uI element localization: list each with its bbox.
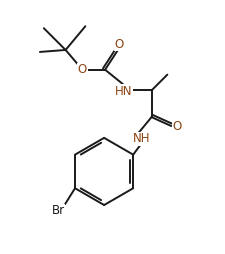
Text: O: O <box>77 63 87 76</box>
Text: O: O <box>172 120 181 133</box>
Text: HN: HN <box>115 85 132 98</box>
Text: Br: Br <box>52 204 65 217</box>
Text: NH: NH <box>132 132 150 145</box>
Text: O: O <box>114 38 123 51</box>
